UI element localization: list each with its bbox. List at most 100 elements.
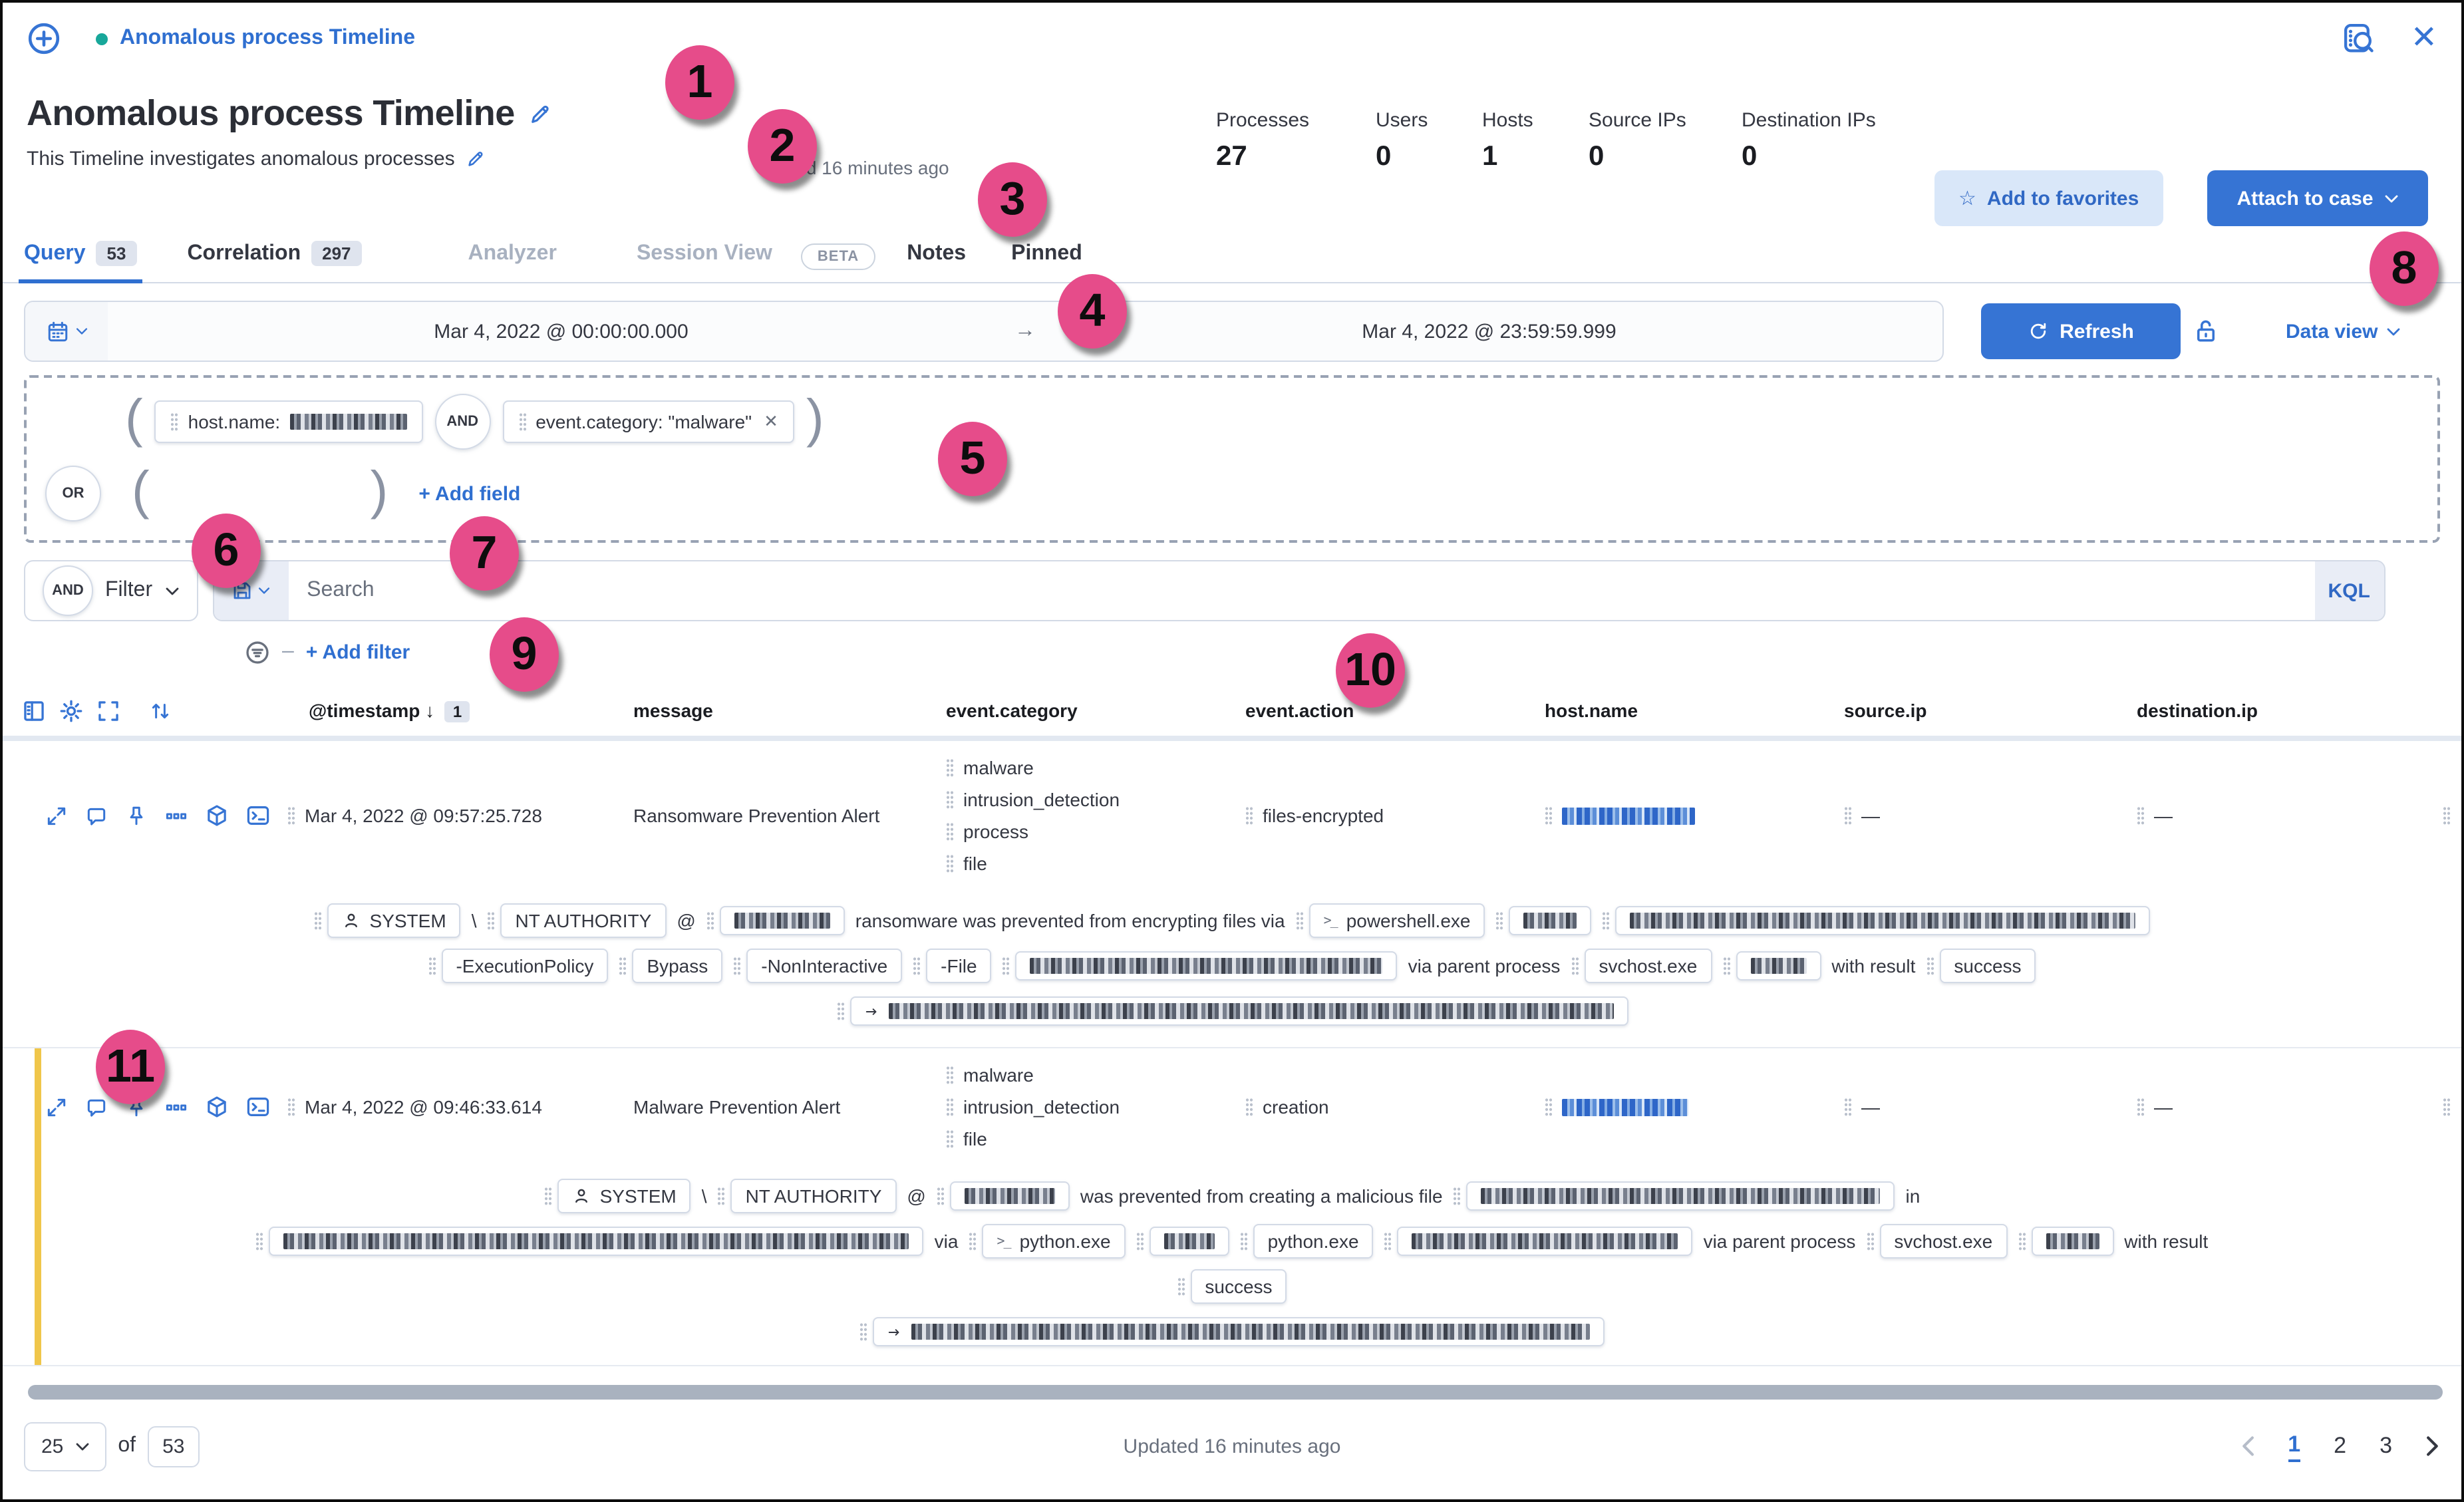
drag-handle-icon[interactable]	[946, 1066, 954, 1084]
cell-host-name[interactable]	[1545, 1098, 1844, 1116]
query-pill-host-name[interactable]: host.name:	[154, 400, 423, 443]
fullscreen-icon[interactable]	[96, 698, 121, 723]
redacted-chip[interactable]	[1397, 1227, 1693, 1256]
user-chip[interactable]: SYSTEM	[327, 903, 461, 938]
category-chip[interactable]: file	[946, 1123, 1245, 1155]
category-chip[interactable]: malware	[946, 1059, 1245, 1091]
page-2[interactable]: 2	[2334, 1433, 2347, 1458]
query-builder-dropzone[interactable]: ( host.name: AND event.category: "malwar…	[24, 375, 2440, 543]
domain-chip[interactable]: NT AUTHORITY	[730, 1179, 897, 1213]
redacted-host-link[interactable]	[1562, 807, 1695, 824]
drag-handle-icon[interactable]	[170, 412, 179, 431]
drag-handle-icon[interactable]	[619, 957, 627, 975]
result-chip[interactable]: success	[1190, 1269, 1287, 1304]
arg-chip[interactable]: Bypass	[632, 949, 723, 983]
analyze-event-icon[interactable]	[205, 804, 229, 827]
drag-handle-icon[interactable]	[1844, 806, 1852, 825]
drag-handle-icon[interactable]	[859, 1322, 867, 1341]
redacted-chip[interactable]	[1149, 1227, 1229, 1256]
add-field-link[interactable]: + Add field	[418, 482, 521, 505]
category-chip[interactable]: file	[946, 847, 1245, 879]
drag-handle-icon[interactable]	[1245, 806, 1253, 825]
drag-handle-icon[interactable]	[836, 1002, 844, 1020]
drag-handle-icon[interactable]	[1136, 1232, 1144, 1251]
drag-handle-icon[interactable]	[1495, 911, 1504, 930]
data-view-selector[interactable]: Data view	[2286, 320, 2400, 343]
drag-handle-icon[interactable]	[733, 957, 742, 975]
drag-handle-icon[interactable]	[946, 1129, 954, 1148]
domain-chip[interactable]: NT AUTHORITY	[500, 903, 667, 938]
command-line-chip[interactable]	[873, 1317, 1605, 1346]
drag-handle-icon[interactable]	[936, 1187, 945, 1205]
kql-language-button[interactable]: KQL	[2314, 561, 2384, 620]
add-timeline-icon[interactable]	[27, 21, 61, 56]
redacted-chip[interactable]	[1736, 951, 1821, 980]
page-size-select[interactable]: 25	[24, 1422, 106, 1471]
drag-handle-icon[interactable]	[2137, 1098, 2145, 1116]
horizontal-scrollbar[interactable]	[28, 1385, 2443, 1400]
drag-handle-icon[interactable]	[1545, 806, 1553, 825]
drag-handle-icon[interactable]	[946, 758, 954, 777]
redacted-chip[interactable]	[1015, 951, 1398, 980]
session-view-icon[interactable]	[246, 1095, 270, 1119]
drag-handle-icon[interactable]	[2443, 1098, 2451, 1116]
category-chip[interactable]: malware	[946, 752, 1245, 784]
edit-title-icon[interactable]	[528, 102, 552, 126]
drag-handle-icon[interactable]	[946, 1098, 954, 1116]
cell-destination-ip[interactable]: —	[2137, 1096, 2461, 1118]
columns-icon[interactable]	[21, 698, 47, 723]
drag-handle-icon[interactable]	[313, 911, 322, 930]
cell-event-action[interactable]: files-encrypted	[1245, 805, 1545, 826]
drag-handle-icon[interactable]	[1844, 1098, 1852, 1116]
parent-process-chip[interactable]: svchost.exe	[1584, 949, 1712, 983]
add-filter-link[interactable]: + Add filter	[305, 641, 410, 663]
quick-select-menu[interactable]	[25, 302, 108, 361]
filter-dropdown[interactable]: AND Filter	[24, 560, 198, 621]
more-actions-icon[interactable]	[165, 804, 188, 827]
drag-handle-icon[interactable]	[428, 957, 436, 975]
drag-handle-icon[interactable]	[1295, 911, 1304, 930]
parent-process-chip[interactable]: svchost.exe	[1879, 1224, 2008, 1259]
column-header-event-category[interactable]: event.category	[946, 700, 1078, 721]
column-header-source-ip[interactable]: source.ip	[1844, 700, 1927, 721]
remove-filter-icon[interactable]: ✕	[764, 411, 778, 431]
session-view-icon[interactable]	[246, 804, 270, 827]
drag-handle-icon[interactable]	[1571, 957, 1579, 975]
drag-handle-icon[interactable]	[1239, 1232, 1248, 1251]
analyze-event-icon[interactable]	[205, 1095, 229, 1119]
next-page-icon[interactable]	[2425, 1435, 2440, 1457]
redacted-path-chip[interactable]	[269, 1227, 924, 1256]
command-line-chip[interactable]	[849, 996, 1628, 1026]
drag-handle-icon[interactable]	[1545, 1098, 1553, 1116]
edit-description-icon[interactable]	[466, 149, 486, 169]
page-3[interactable]: 3	[2380, 1433, 2392, 1458]
result-chip[interactable]: success	[1939, 949, 2036, 983]
process-chip[interactable]: >_ powershell.exe	[1309, 903, 1485, 938]
gear-icon[interactable]	[59, 698, 84, 723]
drag-handle-icon[interactable]	[1926, 957, 1934, 975]
drag-handle-icon[interactable]	[1722, 957, 1731, 975]
user-chip[interactable]: SYSTEM	[557, 1179, 691, 1213]
search-input[interactable]	[288, 561, 2315, 620]
drag-handle-icon[interactable]	[706, 911, 714, 930]
drag-handle-icon[interactable]	[2443, 806, 2451, 825]
start-date-field[interactable]: Mar 4, 2022 @ 00:00:00.000	[434, 320, 689, 343]
drag-handle-icon[interactable]	[2018, 1232, 2026, 1251]
drag-handle-icon[interactable]	[1002, 957, 1010, 975]
inspect-icon[interactable]	[2342, 21, 2376, 56]
drag-handle-icon[interactable]	[287, 1098, 295, 1116]
column-header-event-action[interactable]: event.action	[1245, 700, 1354, 721]
drag-handle-icon[interactable]	[487, 911, 496, 930]
tab-notes[interactable]: Notes	[907, 242, 967, 265]
drag-handle-icon[interactable]	[1866, 1232, 1875, 1251]
process-chip[interactable]: python.exe	[1253, 1224, 1374, 1259]
drag-handle-icon[interactable]	[946, 822, 954, 841]
end-date-field[interactable]: Mar 4, 2022 @ 23:59:59.999	[1362, 320, 1617, 343]
tab-session-view[interactable]: Session View	[636, 242, 772, 265]
drag-handle-icon[interactable]	[1384, 1232, 1392, 1251]
filter-menu-icon[interactable]	[245, 639, 270, 665]
drag-handle-icon[interactable]	[1453, 1187, 1462, 1205]
pin-event-icon[interactable]	[125, 804, 148, 827]
refresh-button[interactable]: Refresh	[1981, 303, 2181, 359]
host-chip[interactable]	[719, 906, 845, 935]
